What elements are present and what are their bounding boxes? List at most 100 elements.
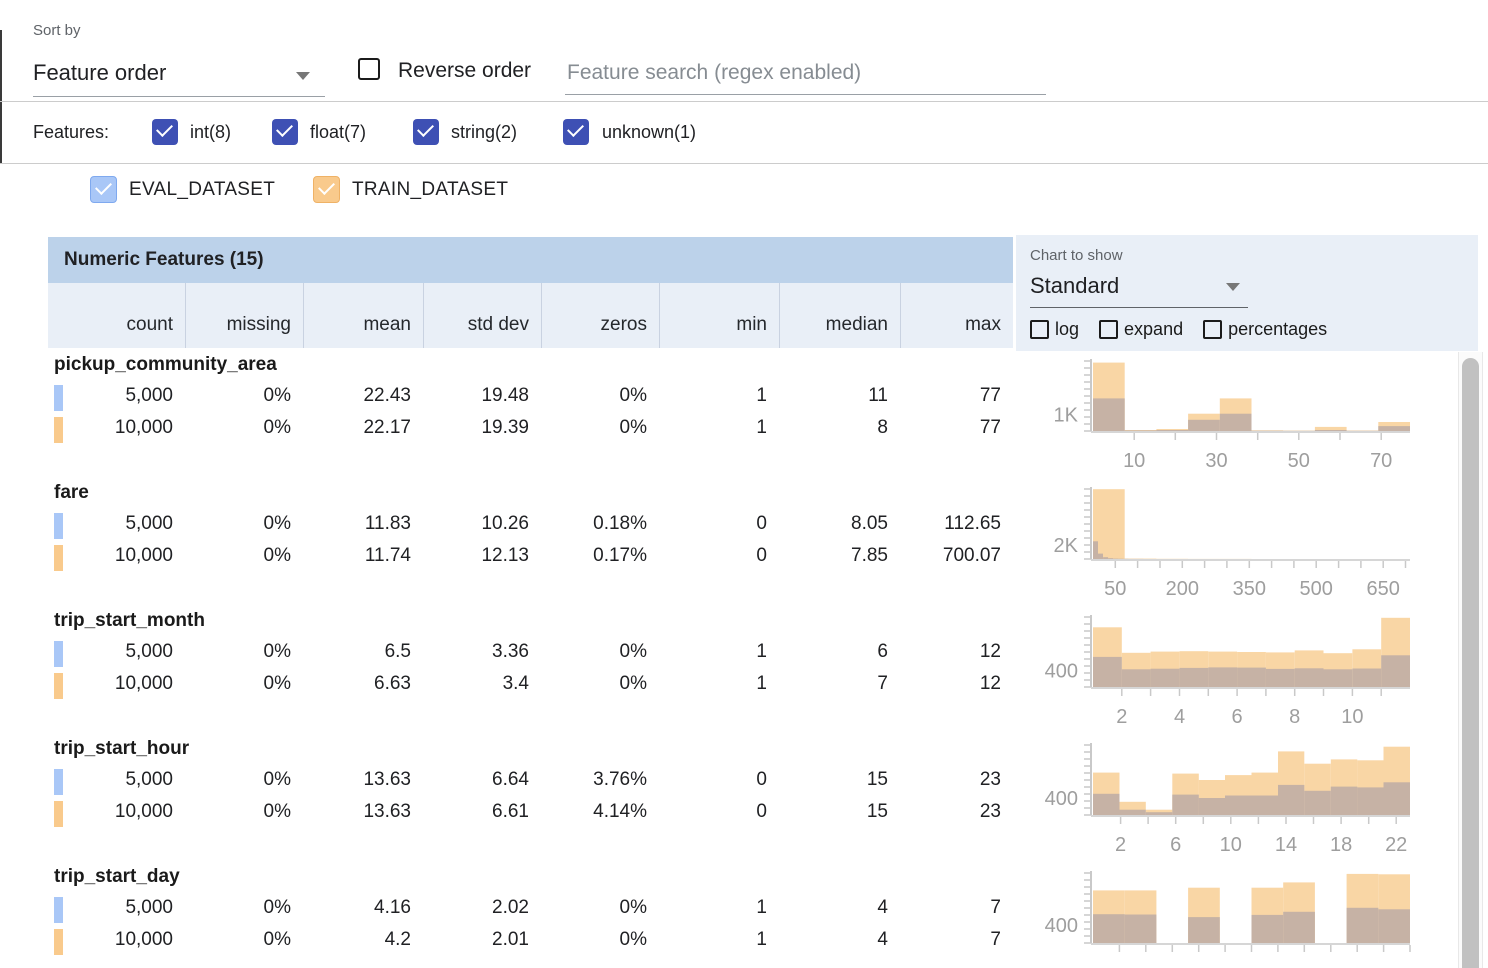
train-dataset-checkbox[interactable] xyxy=(313,176,340,203)
sort-by-dropdown[interactable]: Feature order xyxy=(33,54,325,97)
stat-cell: 15 xyxy=(866,769,888,790)
stat-cell: 12 xyxy=(979,641,1001,662)
stat-cell: 13.63 xyxy=(363,769,411,790)
stat-cell: 4.2 xyxy=(384,929,411,950)
svg-text:4: 4 xyxy=(1174,706,1185,725)
svg-text:1K: 1K xyxy=(1054,405,1079,427)
stat-cell: 0% xyxy=(263,769,291,790)
stat-cell: 5,000 xyxy=(125,513,173,534)
stat-cell: 10,000 xyxy=(114,801,173,822)
checkmark-icon xyxy=(156,120,173,137)
stat-cell: 7.85 xyxy=(851,545,888,566)
percentages-checkbox[interactable] xyxy=(1203,320,1223,339)
stat-cell: 19.48 xyxy=(481,385,529,406)
filter-float-label: float(7) xyxy=(310,122,367,142)
stat-cell: 11.74 xyxy=(364,545,411,566)
checkmark-icon xyxy=(567,120,584,137)
stat-cell: 22.43 xyxy=(363,385,411,406)
reverse-order-checkbox[interactable] xyxy=(358,58,380,80)
stat-cell: 77 xyxy=(979,417,1001,438)
chart-type-value: Standard xyxy=(1030,273,1120,298)
col-header-missing: missing xyxy=(185,283,303,348)
log-checkbox[interactable] xyxy=(1030,320,1049,339)
col-header-count: count xyxy=(126,314,173,335)
stat-cell: 23 xyxy=(979,801,1001,822)
stat-cell: 112.65 xyxy=(944,513,1001,534)
toolbar-divider xyxy=(0,101,1488,102)
stat-cell: 0 xyxy=(756,769,767,790)
sort-by-label: Sort by xyxy=(33,22,81,39)
stat-cell: 0% xyxy=(263,417,291,438)
chevron-down-icon xyxy=(296,72,310,80)
dataset-swatch xyxy=(54,897,63,923)
filter-float-checkbox[interactable] xyxy=(272,119,298,145)
stat-cell: 0% xyxy=(263,385,291,406)
stat-cell: 0% xyxy=(263,545,291,566)
stat-cell: 3.4 xyxy=(502,673,529,694)
filter-int-checkbox[interactable] xyxy=(152,119,178,145)
checkmark-icon xyxy=(276,120,293,137)
dataset-swatch xyxy=(54,673,63,699)
filter-unknown-checkbox[interactable] xyxy=(563,119,589,145)
chart-toggle-row: log expand percentages xyxy=(1030,319,1327,340)
feature-histogram[interactable]: 2 6 10 14 18 22 400 xyxy=(1020,727,1445,856)
search-input[interactable] xyxy=(565,60,1050,86)
stat-cell: 6.63 xyxy=(374,673,411,694)
feature-histogram[interactable]: 50 200 350 500 650 2K xyxy=(1020,471,1445,600)
vertical-scrollbar-thumb[interactable] xyxy=(1462,358,1479,968)
chart-type-dropdown[interactable]: Standard xyxy=(1030,271,1248,308)
eval-dataset-checkbox[interactable] xyxy=(90,176,117,203)
checkmark-icon xyxy=(95,178,112,195)
filters-divider xyxy=(0,163,1488,164)
dataset-swatch xyxy=(54,641,63,667)
window-left-border xyxy=(0,30,2,163)
stat-cell: 3.36 xyxy=(492,641,529,662)
stat-cell: 0.18% xyxy=(593,513,647,534)
stat-cell: 8.05 xyxy=(851,513,888,534)
svg-text:14: 14 xyxy=(1275,834,1297,853)
stat-cell: 77 xyxy=(979,385,1001,406)
svg-text:350: 350 xyxy=(1233,578,1266,597)
svg-text:6: 6 xyxy=(1170,834,1181,853)
stat-cell: 2.02 xyxy=(492,897,529,918)
feature-histogram[interactable]: 2 4 6 8 10 400 xyxy=(1020,599,1445,728)
stat-cell: 10,000 xyxy=(114,673,173,694)
stat-cell: 10,000 xyxy=(114,417,173,438)
stat-cell: 10.26 xyxy=(481,513,529,534)
feature-histogram[interactable]: 400 xyxy=(1020,855,1445,968)
svg-text:70: 70 xyxy=(1370,450,1392,469)
stat-cell: 6.64 xyxy=(492,769,529,790)
stat-cell: 4 xyxy=(877,897,888,918)
stat-cell: 1 xyxy=(756,417,767,438)
stat-cell: 5,000 xyxy=(125,385,173,406)
svg-text:50: 50 xyxy=(1288,450,1310,469)
feature-name: trip_start_month xyxy=(54,610,205,631)
svg-text:8: 8 xyxy=(1289,706,1300,725)
stat-cell: 5,000 xyxy=(125,769,173,790)
stat-cell: 11 xyxy=(868,385,888,406)
stat-cell: 0% xyxy=(619,385,647,406)
filter-string-checkbox[interactable] xyxy=(413,119,439,145)
stat-cell: 0% xyxy=(263,673,291,694)
stat-cell: 1 xyxy=(756,897,767,918)
col-header-zeros: zeros xyxy=(541,283,659,348)
stat-cell: 4 xyxy=(877,929,888,950)
expand-label: expand xyxy=(1124,319,1184,339)
filter-string-label: string(2) xyxy=(451,122,518,142)
dataset-swatch xyxy=(54,545,63,571)
col-header-min: min xyxy=(659,283,779,348)
svg-text:400: 400 xyxy=(1045,915,1078,937)
chart-to-show-label: Chart to show xyxy=(1030,247,1123,264)
feature-histogram[interactable]: 10 30 50 70 1K xyxy=(1020,343,1445,472)
svg-text:22: 22 xyxy=(1385,834,1407,853)
dataset-swatch xyxy=(54,417,63,443)
stat-cell: 2.01 xyxy=(492,929,529,950)
stat-cell: 6.5 xyxy=(384,641,411,662)
feature-search-field[interactable] xyxy=(565,54,1050,95)
col-header-median: median xyxy=(779,283,900,348)
expand-checkbox[interactable] xyxy=(1099,320,1119,339)
vertical-scrollbar-track[interactable] xyxy=(1458,352,1483,968)
stat-cell: 0% xyxy=(263,897,291,918)
feature-name: trip_start_day xyxy=(54,866,180,887)
sort-by-value: Feature order xyxy=(33,60,167,85)
